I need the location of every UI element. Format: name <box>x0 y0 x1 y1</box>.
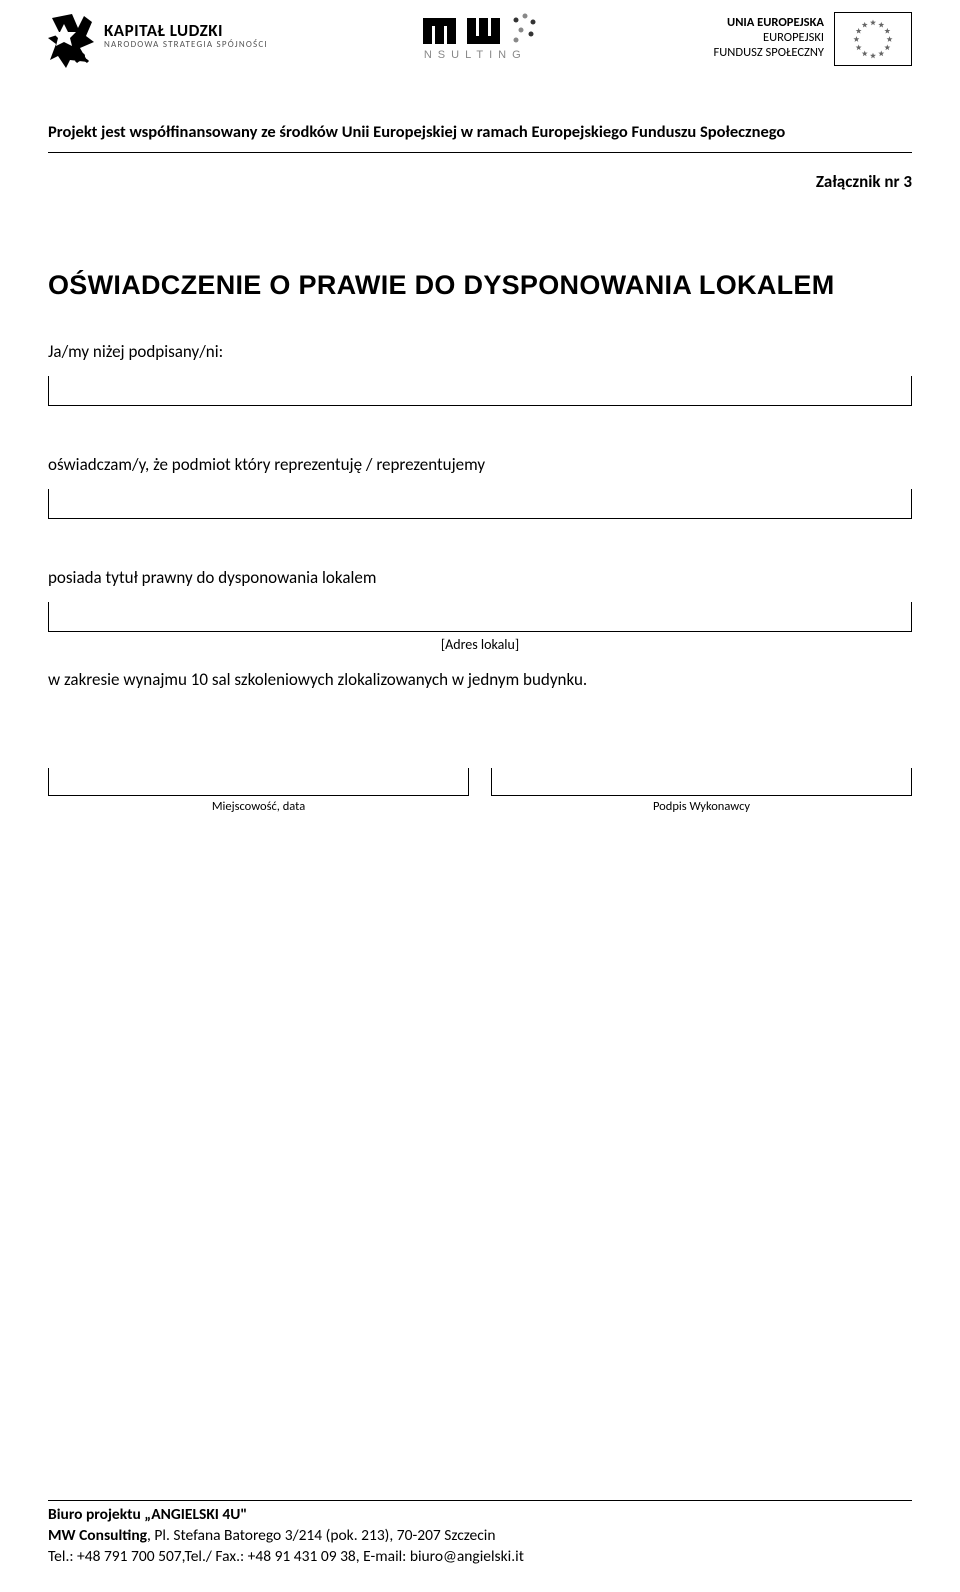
eu-line2: EUROPEJSKI <box>714 30 824 45</box>
eu-line3: FUNDUSZ SPOŁECZNY <box>714 45 824 60</box>
signature-contractor: Podpis Wykonawcy <box>491 768 912 814</box>
kapital-text-block: KAPITAŁ LUDZKI NARODOWA STRATEGIA SPÓJNO… <box>104 12 268 50</box>
footer-address: , Pl. Stefana Batorego 3/214 (pok. 213),… <box>147 1526 495 1545</box>
kapital-title: KAPITAŁ LUDZKI <box>104 20 268 41</box>
address-caption: [Adres lokalu] <box>48 636 912 653</box>
logo-kapital-ludzki: KAPITAŁ LUDZKI NARODOWA STRATEGIA SPÓJNO… <box>48 12 268 68</box>
footer-line-3: Tel.: +48 791 700 507,Tel./ Fax.: +48 91… <box>48 1547 912 1568</box>
paragraph-2: oświadczam/y, że podmiot który reprezent… <box>48 454 912 475</box>
footer-line-2: MW Consulting, Pl. Stefana Batorego 3/21… <box>48 1526 912 1547</box>
footer-company-name: MW Consulting <box>48 1526 147 1545</box>
svg-text:CONSULTING: CONSULTING <box>421 49 527 61</box>
paragraph-1: Ja/my niżej podpisany/ni: <box>48 341 912 362</box>
document-title: OŚWIADCZENIE O PRAWIE DO DYSPONOWANIA LO… <box>48 270 912 301</box>
divider-top <box>48 152 912 153</box>
kapital-ludzki-icon <box>48 12 94 68</box>
label-place-date: Miejscowość, data <box>48 799 469 814</box>
logo-header-row: KAPITAŁ LUDZKI NARODOWA STRATEGIA SPÓJNO… <box>48 12 912 92</box>
footer: Biuro projektu „ANGIELSKI 4U" MW Consult… <box>48 1500 912 1568</box>
eu-text-block: UNIA EUROPEJSKA EUROPEJSKI FUNDUSZ SPOŁE… <box>714 12 824 60</box>
divider-footer <box>48 1500 912 1501</box>
funding-statement: Projekt jest współfinansowany ze środków… <box>48 122 912 142</box>
attachment-label: Załącznik nr 3 <box>48 171 912 192</box>
input-place-date[interactable] <box>48 768 469 796</box>
input-contractor-signature[interactable] <box>491 768 912 796</box>
input-signatory-name[interactable] <box>48 376 912 406</box>
signature-place-date: Miejscowość, data <box>48 768 469 814</box>
logo-eu: UNIA EUROPEJSKA EUROPEJSKI FUNDUSZ SPOŁE… <box>714 12 912 66</box>
eu-flag-icon <box>834 12 912 66</box>
mw-consulting-icon: CONSULTING <box>421 12 561 62</box>
footer-office-name: Biuro projektu „ANGIELSKI 4U" <box>48 1505 247 1524</box>
input-entity-name[interactable] <box>48 489 912 519</box>
paragraph-3: posiada tytuł prawny do dysponowania lok… <box>48 567 912 588</box>
logo-mw-consulting: CONSULTING <box>406 12 576 67</box>
page: KAPITAŁ LUDZKI NARODOWA STRATEGIA SPÓJNO… <box>0 0 960 1592</box>
label-contractor-signature: Podpis Wykonawcy <box>491 799 912 814</box>
footer-line-1: Biuro projektu „ANGIELSKI 4U" <box>48 1505 912 1526</box>
kapital-subtitle: NARODOWA STRATEGIA SPÓJNOŚCI <box>104 39 268 50</box>
eu-line1: UNIA EUROPEJSKA <box>714 15 824 30</box>
signature-row: Miejscowość, data Podpis Wykonawcy <box>48 768 912 814</box>
input-premises-address[interactable] <box>48 602 912 632</box>
scope-text: w zakresie wynajmu 10 sal szkoleniowych … <box>48 669 912 690</box>
